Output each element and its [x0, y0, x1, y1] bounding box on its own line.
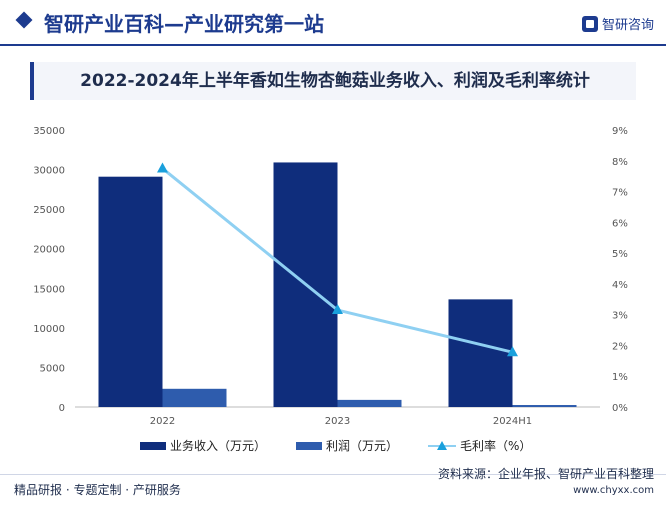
- y-right-tick-label: 2%: [612, 341, 628, 352]
- revenue-bar: [98, 176, 163, 407]
- brand-logo[interactable]: 智研咨询: [581, 14, 654, 33]
- footer-services: 精品研报 · 专题定制 · 产研服务: [14, 483, 181, 497]
- revenue-bar: [448, 299, 513, 407]
- y-right-tick-label: 5%: [612, 249, 628, 260]
- profit-bar: [337, 399, 402, 407]
- site-title: 智研产业百科—产业研究第一站: [44, 12, 324, 36]
- chart-legend: 业务收入（万元） 利润（万元） 毛利率（%）: [140, 437, 531, 454]
- chart-title-box: 2022-2024年上半年香如生物杏鲍菇业务收入、利润及毛利率统计: [30, 62, 636, 100]
- site-header: 智研产业百科—产业研究第一站 智研咨询: [0, 0, 666, 46]
- footer-divider: [0, 474, 666, 475]
- y-right-tick-label: 1%: [612, 372, 628, 383]
- y-left-tick-label: 25000: [33, 205, 65, 216]
- x-tick-label: 2022: [150, 416, 175, 427]
- y-left-tick-label: 20000: [33, 245, 65, 256]
- header-divider: [0, 44, 666, 46]
- data-source: 资料来源：企业年报、智研产业百科整理: [437, 467, 654, 481]
- footer-url[interactable]: www.chyxx.com: [573, 485, 654, 496]
- legend-swatch-revenue: [140, 441, 166, 450]
- y-right-tick-label: 9%: [612, 126, 628, 137]
- margin-point: [157, 162, 168, 173]
- margin-point: [507, 346, 518, 357]
- y-right-tick-label: 8%: [612, 157, 628, 168]
- legend-item-revenue: 业务收入（万元）: [140, 437, 266, 454]
- brand-name: 智研咨询: [601, 18, 654, 33]
- y-right-tick-label: 6%: [612, 218, 628, 229]
- chart-title: 2022-2024年上半年香如生物杏鲍菇业务收入、利润及毛利率统计: [80, 71, 590, 91]
- margin-point: [332, 304, 343, 315]
- profit-bar: [162, 388, 227, 407]
- legend-label-revenue: 业务收入（万元）: [170, 439, 267, 453]
- legend-label-profit: 利润（万元）: [326, 439, 399, 453]
- y-right-tick-label: 4%: [612, 280, 628, 291]
- legend-item-margin: 毛利率（%）: [428, 437, 531, 454]
- y-right-tick-label: 0%: [612, 403, 628, 414]
- y-left-tick-label: 0: [59, 403, 65, 414]
- y-left-tick-label: 35000: [33, 126, 65, 137]
- legend-label-margin: 毛利率（%）: [460, 439, 532, 453]
- y-right-tick-label: 7%: [612, 188, 628, 199]
- legend-item-profit: 利润（万元）: [296, 437, 398, 454]
- legend-swatch-margin: [428, 440, 457, 452]
- y-right-tick-label: 3%: [612, 311, 628, 322]
- y-left-tick-label: 15000: [33, 284, 65, 295]
- y-left-tick-label: 30000: [33, 166, 65, 177]
- legend-swatch-profit: [296, 441, 323, 450]
- y-left-tick-label: 10000: [33, 324, 65, 335]
- x-tick-label: 2023: [325, 416, 350, 427]
- y-left-tick-label: 5000: [40, 363, 65, 374]
- x-tick-label: 2024H1: [493, 416, 532, 427]
- profit-bar: [512, 405, 577, 407]
- zhiyan-logo-icon: [581, 15, 598, 32]
